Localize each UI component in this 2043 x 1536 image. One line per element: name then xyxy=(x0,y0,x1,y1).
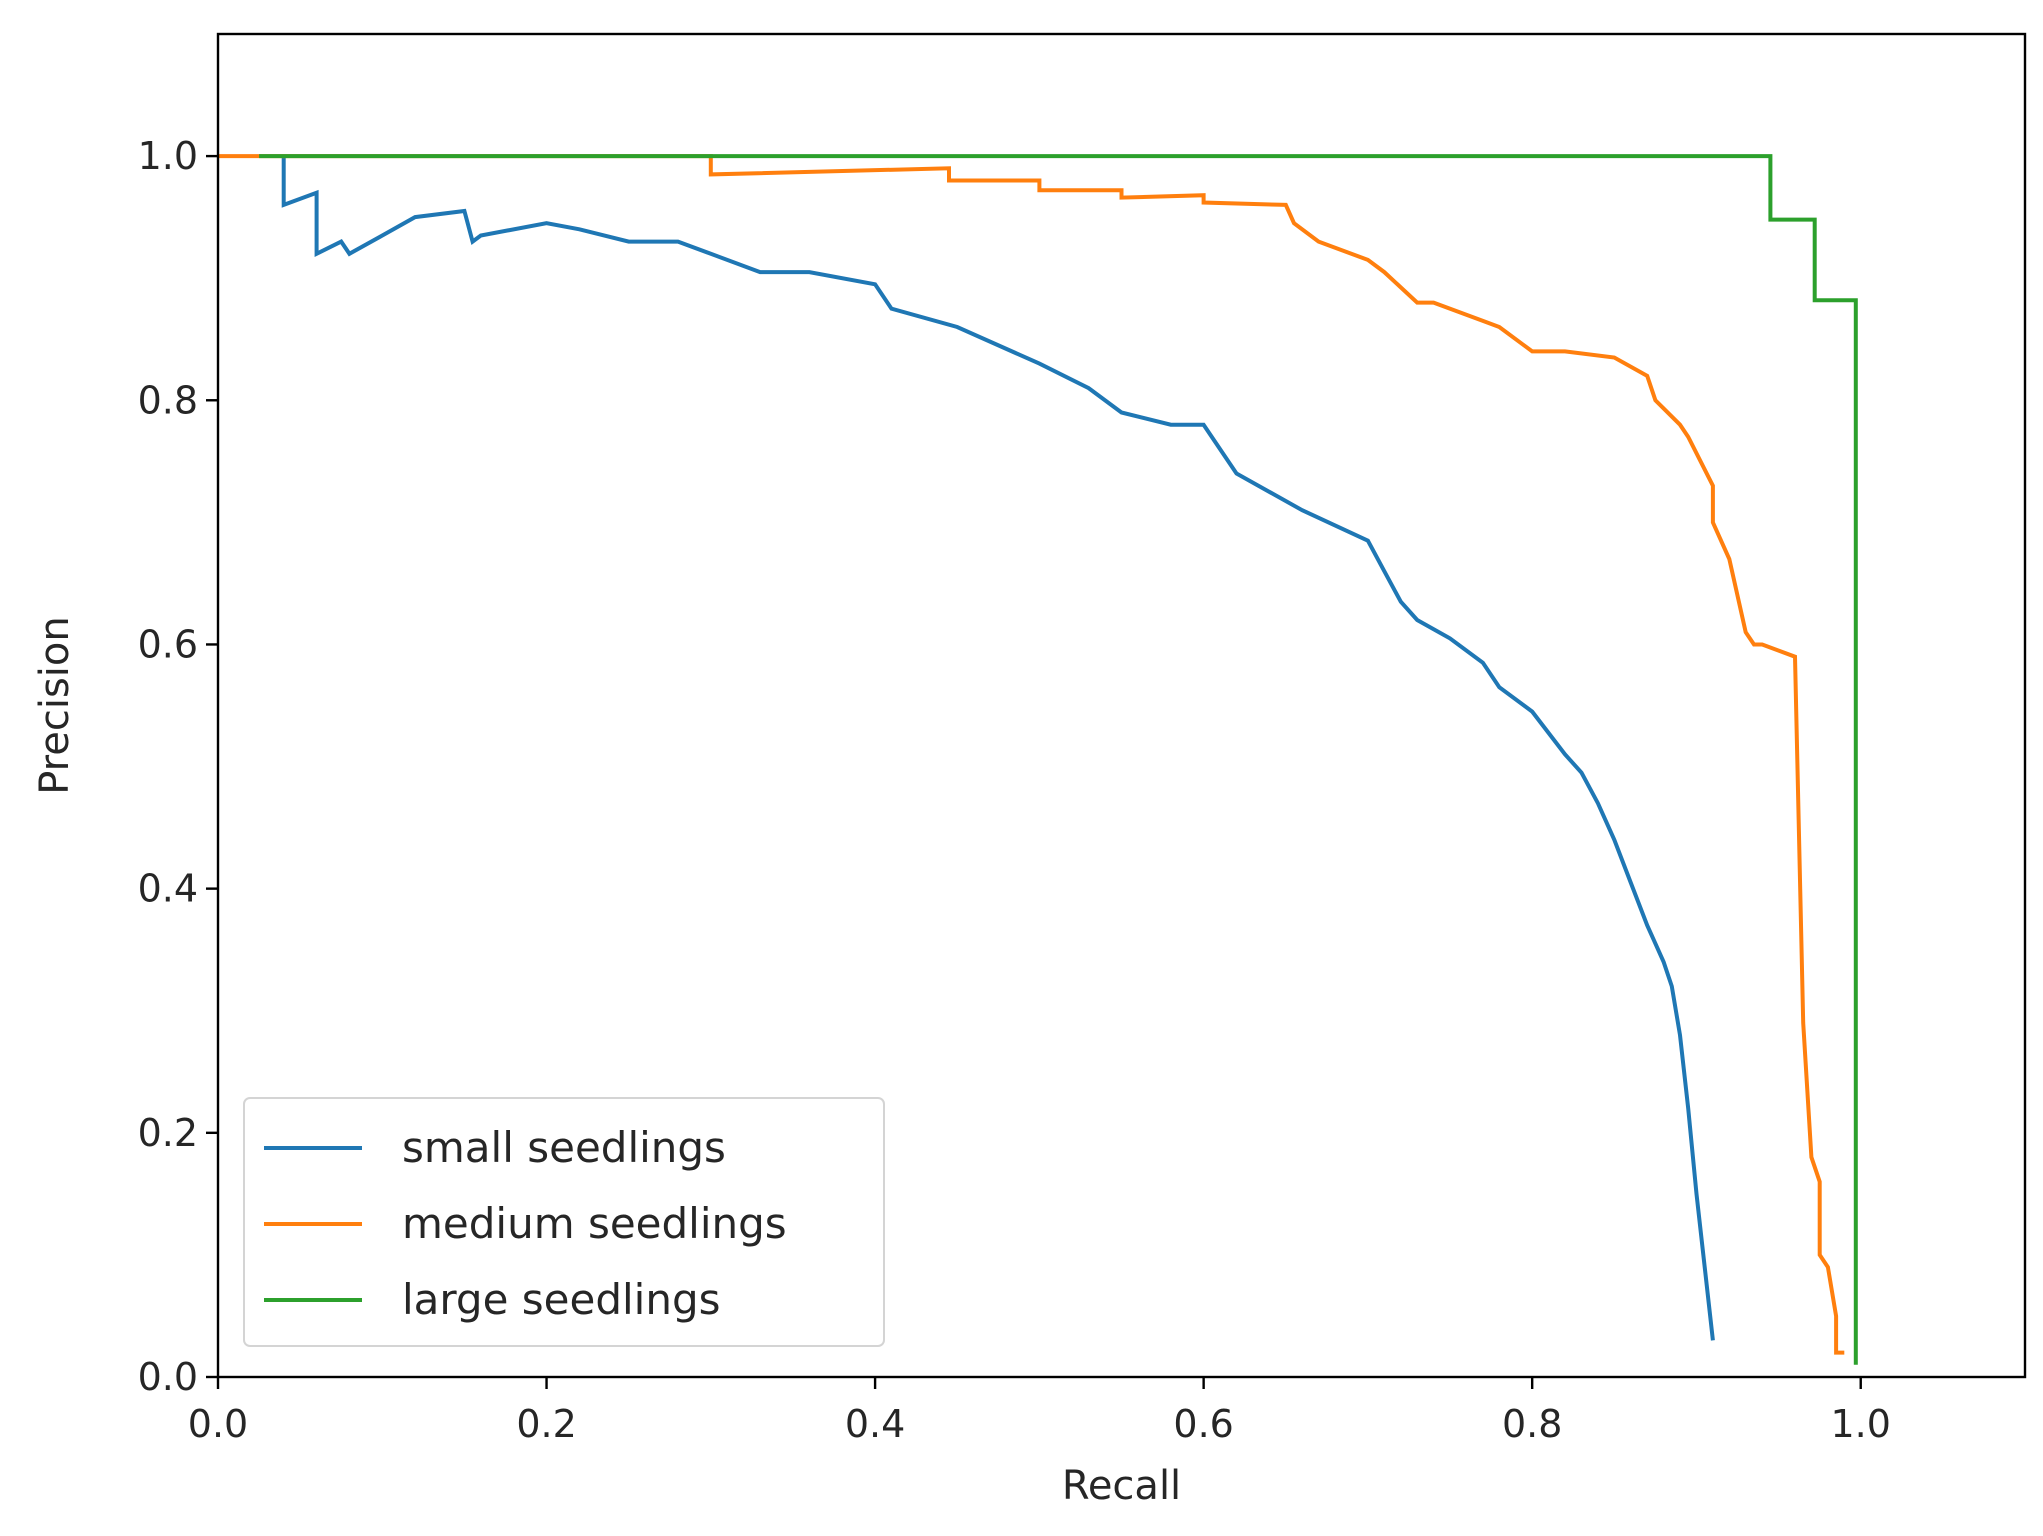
x-tick-label: 0.4 xyxy=(845,1402,905,1446)
series-line-0 xyxy=(281,156,1715,1341)
x-tick-label: 0.6 xyxy=(1173,1402,1233,1446)
legend-label-2: large seedlings xyxy=(402,1275,721,1324)
y-tick-label: 0.4 xyxy=(138,867,198,911)
x-tick-label: 0.2 xyxy=(516,1402,576,1446)
legend-label-0: small seedlings xyxy=(402,1123,726,1172)
legend-box xyxy=(243,1097,885,1347)
plot-frame xyxy=(216,32,2027,1379)
y-tick-label: 0.0 xyxy=(138,1355,198,1399)
x-tick-label: 0.0 xyxy=(188,1402,248,1446)
y-tick-label: 0.8 xyxy=(138,378,198,422)
series-layer xyxy=(218,154,1858,1365)
legend: small seedlings medium seedlings large see… xyxy=(243,1097,885,1347)
y-tick-label: 1.0 xyxy=(138,134,198,178)
y-tick-label: 0.2 xyxy=(138,1111,198,1155)
series-line-2 xyxy=(259,154,1858,1365)
y-axis: 0.0 0.2 0.4 0.6 0.8 1.0 xyxy=(138,134,218,1399)
x-axis: 0.0 0.2 0.4 0.6 0.8 1.0 xyxy=(188,1377,1891,1446)
y-tick-label: 0.6 xyxy=(138,622,198,666)
series-line-1 xyxy=(218,154,1845,1355)
x-tick-label: 1.0 xyxy=(1831,1402,1891,1446)
x-tick-label: 0.8 xyxy=(1502,1402,1562,1446)
y-axis-label: Precision xyxy=(32,616,78,794)
x-axis-label: Recall xyxy=(1062,1463,1181,1509)
legend-label-1: medium seedlings xyxy=(402,1199,787,1248)
